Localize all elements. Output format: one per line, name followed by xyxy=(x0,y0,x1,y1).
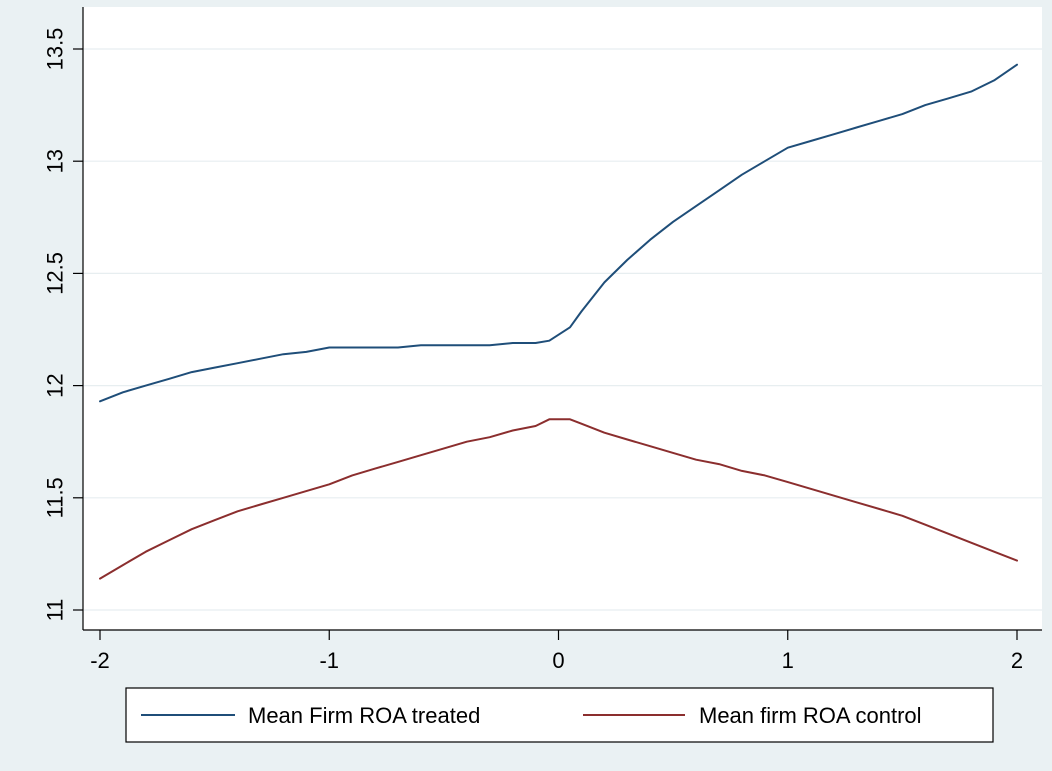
x-tick-label: 1 xyxy=(782,648,794,673)
legend-box xyxy=(125,687,994,743)
series-lines xyxy=(99,63,1018,580)
gridlines xyxy=(83,48,1042,611)
plot-area xyxy=(83,7,1042,630)
legend-label: Mean firm ROA control xyxy=(699,703,922,728)
x-tick-label: -1 xyxy=(319,648,339,673)
y-tick-label: 13.5 xyxy=(43,28,68,71)
y-tick-label: 13 xyxy=(43,149,68,173)
x-tick-label: 0 xyxy=(552,648,564,673)
legend-label: Mean Firm ROA treated xyxy=(248,703,480,728)
series-line-control xyxy=(99,418,1018,580)
y-tick-label: 11 xyxy=(43,599,68,622)
y-tick-label: 11.5 xyxy=(43,477,68,518)
series-line-treated xyxy=(99,63,1018,403)
y-tick-label: 12.5 xyxy=(43,252,68,295)
x-tick-label: -2 xyxy=(90,648,110,673)
x-tick-label: 2 xyxy=(1011,648,1023,673)
legend: Mean Firm ROA treated Mean firm ROA contr… xyxy=(125,687,994,743)
y-tick-label: 12 xyxy=(43,373,68,397)
